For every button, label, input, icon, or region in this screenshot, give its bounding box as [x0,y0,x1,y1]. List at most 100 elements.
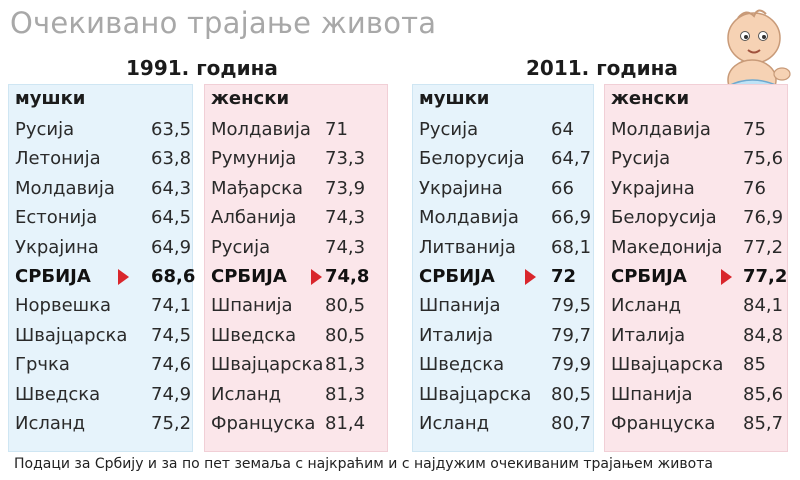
country-name: Русија [211,236,271,258]
country-name: Италија [611,324,686,346]
life-expectancy-value: 71 [325,119,348,140]
life-expectancy-value: 80,5 [325,324,366,346]
table-row: СРБИЈА 68,6 [15,263,195,291]
table-row: Швајцарска 80,5 [419,381,591,409]
life-expectancy-value: 66,9 [551,207,592,229]
table-row: Швајцарска 74,5 [15,322,191,350]
life-expectancy-value: 76,9 [743,207,784,229]
country-name: Шпанија [611,383,693,405]
life-expectancy-value: 85,7 [743,413,784,434]
life-expectancy-value: 64,7 [551,148,592,170]
country-name: Молдавија [611,119,711,140]
country-name: Француска [611,413,716,434]
year-label-2011: 2011. година [526,56,678,80]
life-expectancy-value: 63,8 [151,148,192,170]
life-expectancy-value: 73,3 [325,148,366,170]
column-header: мушки [15,88,86,109]
life-expectancy-value: 77,2 [743,266,788,287]
country-name: Исланд [419,413,490,434]
table-row: Мађарска 73,9 [211,175,383,203]
table-row: Норвешка 74,1 [15,292,192,320]
table-row: Исланд 75,2 [15,410,192,438]
table-panel-2011-female: женски Молдавија 75 Русија 75,6 Украјина 76 Бел… [604,84,788,452]
country-name: СРБИЈА [611,266,687,287]
table-panel-2011-male: мушки Русија 64 Белорусија 64,7 Украјина 66 Мол… [412,84,594,452]
table-row: Естонија 64,5 [15,204,192,232]
country-name: СРБИЈА [419,266,495,287]
country-name: Мађарска [211,177,304,199]
country-name: Шведска [211,324,297,346]
country-name: Швајцарска [211,354,324,376]
country-name: Украјина [15,236,99,258]
table-row: Исланд 80,7 [419,410,592,438]
country-name: Швајцарска [611,354,724,376]
country-name: Швајцарска [15,324,128,346]
country-name: Молдавија [15,177,115,199]
column-header: женски [611,88,690,109]
country-name: Албанија [211,207,297,229]
year-label-1991: 1991. година [126,56,278,80]
country-name: Шпанија [211,295,293,317]
table-panel-1991-male: мушки Русија 63,5 Летонија 63,8 Молдавија 64,3… [8,84,195,452]
table-row: Грчка 74,6 [15,351,191,379]
table-row: Шпанија 85,6 [611,381,783,409]
table-row: Молдавија 71 [211,116,383,144]
table-row: Украјина 76 [611,175,783,203]
country-name: Француска [211,413,316,434]
life-expectancy-value: 81,3 [325,383,366,405]
life-expectancy-value: 64 [551,119,574,140]
country-name: Белорусија [419,148,525,170]
table-row: Швајцарска 81,3 [211,351,383,379]
table-row: Француска 81,4 [211,410,383,438]
table-panel-1991-female: женски Молдавија 71 Румунија 73,3 Мађарска 73,… [204,84,388,452]
life-expectancy-value: 74,3 [325,236,366,258]
country-name: Македонија [611,236,723,258]
country-name: Шведска [419,354,505,376]
table-row: Италија 84,8 [611,322,783,350]
table-row: Белорусија 64,7 [419,145,592,173]
life-expectancy-value: 75,2 [151,413,192,434]
life-expectancy-value: 80,5 [325,295,366,317]
life-expectancy-value: 77,2 [743,236,784,258]
life-expectancy-value: 64,5 [151,207,192,229]
table-row: Румунија 73,3 [211,145,383,173]
life-expectancy-value: 84,1 [743,295,784,317]
table-row: Литванија 68,1 [419,234,591,262]
country-name: Молдавија [419,207,519,229]
table-row: Швајцарска 85 [611,351,783,379]
table-row: Француска 85,7 [611,410,783,438]
table-row: Македонија 77,2 [611,234,783,262]
table-row: СРБИЈА 74,8 [211,263,383,291]
life-expectancy-value: 64,3 [151,177,192,199]
table-row: Албанија 74,3 [211,204,383,232]
triangle-right-marker-icon [311,269,322,285]
chart-title: Очекивано трајање живота [10,6,437,40]
country-name: СРБИЈА [15,266,91,287]
country-name: Грчка [15,354,70,376]
triangle-right-marker-icon [525,269,536,285]
footnote: Подаци за Србију и за по пет земаља с на… [14,456,713,472]
life-expectancy-value: 74,9 [151,383,192,405]
country-name: Исланд [15,413,86,434]
table-row: Исланд 84,1 [611,292,783,320]
table-row: Молдавија 75 [611,116,783,144]
table-row: Молдавија 66,9 [419,204,592,232]
life-expectancy-value: 75 [743,119,766,140]
life-expectancy-value: 74,1 [151,295,192,317]
life-expectancy-value: 85 [743,354,766,376]
triangle-right-marker-icon [118,269,129,285]
life-expectancy-value: 80,7 [551,413,592,434]
life-expectancy-value: 74,3 [325,207,366,229]
country-name: Русија [15,119,75,140]
country-name: Шпанија [419,295,501,317]
table-row: Русија 63,5 [15,116,191,144]
life-expectancy-value: 68,6 [151,266,196,287]
life-expectancy-value: 76 [743,177,766,199]
table-row: Шпанија 80,5 [211,292,383,320]
column-header: женски [211,88,290,109]
life-expectancy-value: 75,6 [743,148,784,170]
table-row: СРБИЈА 77,2 [611,263,787,291]
country-name: Италија [419,324,494,346]
table-row: Шведска 80,5 [211,322,383,350]
country-name: Румунија [211,148,297,170]
